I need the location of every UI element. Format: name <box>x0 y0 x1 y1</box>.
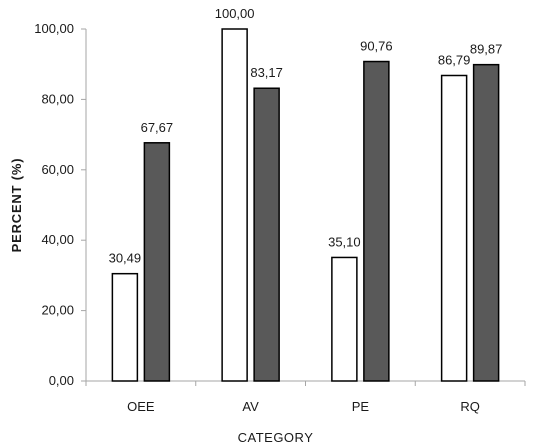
data-label: 30,49 <box>109 251 142 266</box>
bar-series-2-pe <box>363 60 390 382</box>
category-label: AV <box>242 399 259 414</box>
x-axis-title: CATEGORY <box>238 430 314 445</box>
bar-series-1-rq <box>440 74 468 382</box>
data-label: 90,76 <box>360 39 393 54</box>
data-labels-group: 30,49 67,67 100,00 83,17 35,10 90,76 86,7989,8… <box>109 6 503 266</box>
y-tick-label: 100,00 <box>34 21 74 36</box>
bar-series-1-pe <box>331 256 358 382</box>
y-tick-label: 0,00 <box>49 373 74 388</box>
bars-group <box>111 28 500 382</box>
bar-series-2-rq <box>472 63 500 382</box>
x-axis-ticks <box>85 381 526 386</box>
category-label: OEE <box>127 399 155 414</box>
data-label: 67,67 <box>141 120 174 135</box>
data-label: 86,79 <box>438 52 471 67</box>
data-label: 100,00 <box>215 6 255 21</box>
y-axis-ticks: 0,00 20,00 40,00 60,00 80,00 100,00 <box>34 21 86 388</box>
bar-series-2-av <box>253 87 280 382</box>
y-tick-label: 20,00 <box>41 303 74 318</box>
y-axis-title: PERCENT (%) <box>9 158 24 253</box>
data-label: 83,17 <box>250 65 283 80</box>
category-label: RQ <box>460 399 480 414</box>
category-label: PE <box>352 399 370 414</box>
data-label: 89,87 <box>470 42 503 57</box>
y-tick-label: 80,00 <box>41 91 74 106</box>
bar-series-1-oee <box>111 272 139 382</box>
category-labels-group: OEE AV PE RQ <box>127 399 480 414</box>
y-tick-label: 40,00 <box>41 232 74 247</box>
data-label: 35,10 <box>328 234 361 249</box>
y-tick-label: 60,00 <box>41 162 74 177</box>
bar-series-1-av <box>221 28 248 382</box>
bar-series-2-oee <box>143 142 171 382</box>
